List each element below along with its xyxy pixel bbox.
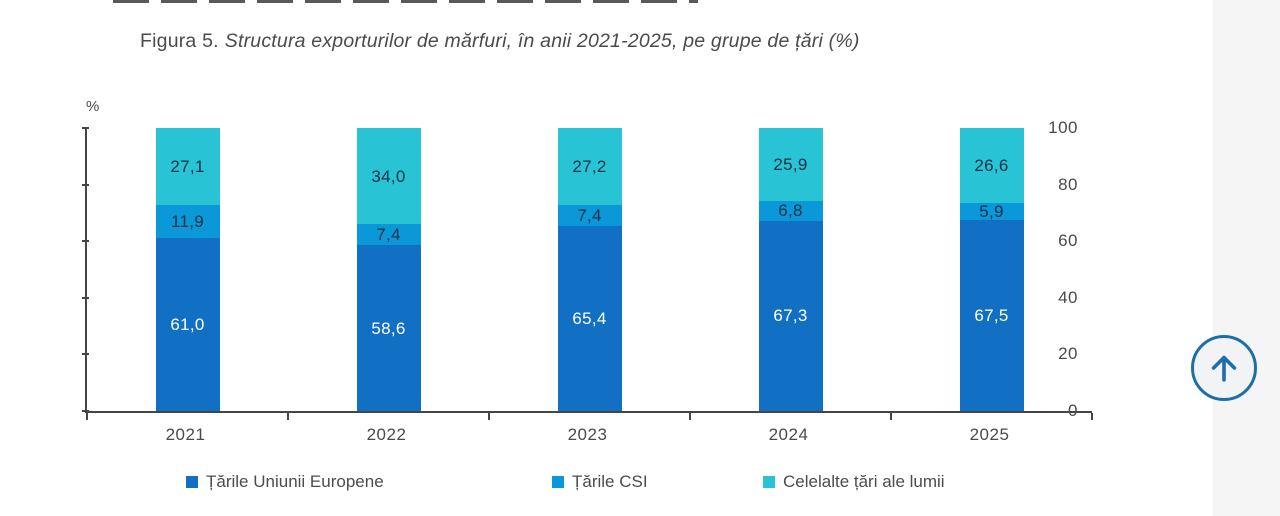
value-label: 7,4 — [577, 205, 602, 225]
stacked-bar-chart: % 0 20 40 60 80 100 61,0 11,9 27,1 58,6 7,4 34,0 65,… — [0, 90, 1130, 510]
value-label: 65,4 — [572, 308, 607, 328]
x-axis-label: 2025 — [969, 425, 1010, 444]
bar-segment: 26,6 — [959, 128, 1024, 204]
stacked-bar: 65,4 7,4 27,2 — [557, 128, 622, 411]
value-label: 67,3 — [773, 306, 808, 326]
bar-segment: 11,9 — [155, 204, 220, 239]
chart-legend: Țările Uniunii Europene Țările CSI Celelal… — [0, 466, 1100, 498]
bar-segment: 67,3 — [758, 220, 823, 411]
x-axis-tick — [1091, 413, 1093, 420]
x-axis-label: 2023 — [567, 425, 608, 444]
value-label: 34,0 — [371, 166, 406, 186]
value-label: 27,1 — [170, 156, 205, 176]
value-label: 61,0 — [170, 315, 205, 335]
stacked-bar: 61,0 11,9 27,1 — [155, 128, 220, 411]
figure-number: Figura 5. — [140, 30, 219, 52]
value-label: 6,8 — [778, 201, 803, 221]
clipped-text-fragment — [113, 0, 698, 3]
legend-item: Țările CSI — [552, 472, 648, 492]
bar-segment: 67,5 — [959, 219, 1024, 411]
x-axis-tick — [689, 413, 691, 420]
x-axis-tick — [86, 413, 88, 420]
bar-segment: 61,0 — [155, 238, 220, 411]
x-axis-label: 2024 — [768, 425, 809, 444]
y-axis-tick — [82, 410, 89, 412]
value-label: 58,6 — [371, 318, 406, 338]
bar-segment: 7,4 — [356, 224, 421, 246]
x-axis-label: 2022 — [366, 425, 407, 444]
bar-2024: 67,3 6,8 25,9 — [690, 128, 891, 411]
bar-segment: 34,0 — [356, 128, 421, 225]
bar-segment: 27,1 — [155, 128, 220, 205]
value-label: 67,5 — [974, 305, 1009, 325]
value-label: 7,4 — [376, 225, 401, 245]
figure-title: Figura 5. Structura exporturilor de mărfu… — [140, 30, 860, 53]
legend-label: Celelalte țări ale lumii — [783, 472, 945, 491]
y-axis-tick — [82, 353, 89, 356]
bar-2023: 65,4 7,4 27,2 — [489, 128, 690, 411]
bar-segment: 27,2 — [557, 128, 622, 205]
x-axis-tick — [287, 413, 289, 420]
scroll-to-top-button[interactable] — [1191, 335, 1257, 401]
y-axis-tick-label: 20 — [1058, 344, 1078, 364]
value-label: 27,2 — [572, 157, 607, 176]
legend-label: Țările Uniunii Europene — [206, 472, 384, 491]
bar-segment: 7,4 — [557, 204, 622, 226]
chart-plot: 0 20 40 60 80 100 61,0 11,9 27,1 58,6 7,4 34,0 65,4 7… — [82, 119, 1093, 420]
y-axis-tick — [82, 240, 89, 243]
stacked-bar: 58,6 7,4 34,0 — [356, 128, 421, 411]
y-axis-tick-label: 40 — [1058, 287, 1078, 307]
legend-swatch-icon — [552, 476, 564, 488]
figure-title-text: Structura exporturilor de mărfuri, în an… — [224, 30, 860, 52]
value-label: 25,9 — [773, 155, 808, 175]
bar-segment: 6,8 — [758, 201, 823, 221]
y-axis-tick-label: 100 — [1048, 118, 1078, 137]
y-axis-tick — [82, 183, 89, 186]
y-axis-tick-label: 0 — [1068, 401, 1078, 420]
legend-label: Țările CSI — [572, 472, 648, 491]
y-axis-tick — [82, 296, 89, 299]
legend-item: Celelalte țări ale lumii — [763, 472, 945, 492]
y-axis-tick-label: 80 — [1058, 174, 1078, 194]
bar-segment: 25,9 — [758, 128, 823, 202]
bar-2025: 67,5 5,9 26,6 — [891, 128, 1092, 411]
value-label: 26,6 — [974, 156, 1009, 176]
x-axis-label: 2021 — [165, 425, 206, 444]
bar-2021: 61,0 11,9 27,1 — [87, 128, 288, 411]
x-axis-tick — [488, 413, 490, 420]
legend-item: Țările Uniunii Europene — [186, 472, 384, 492]
arrow-up-icon — [1194, 338, 1254, 398]
page-side-strip — [1213, 0, 1280, 516]
bar-segment: 58,6 — [356, 245, 421, 411]
value-label: 5,9 — [979, 202, 1004, 222]
stacked-bar: 67,5 5,9 26,6 — [959, 128, 1024, 411]
stacked-bar: 67,3 6,8 25,9 — [758, 128, 823, 411]
legend-swatch-icon — [186, 476, 198, 488]
y-axis-tick-label: 60 — [1058, 231, 1078, 251]
bar-2022: 58,6 7,4 34,0 — [288, 128, 489, 411]
value-label: 11,9 — [170, 212, 205, 232]
x-axis-tick — [890, 413, 892, 420]
x-axis-labels: 2021 2022 2023 2024 2025 — [85, 425, 1090, 447]
bar-segment: 65,4 — [557, 225, 622, 411]
y-axis-unit-label: % — [86, 98, 100, 115]
bar-segment: 5,9 — [959, 202, 1024, 222]
legend-swatch-icon — [763, 476, 775, 488]
y-axis-tick — [82, 127, 89, 129]
